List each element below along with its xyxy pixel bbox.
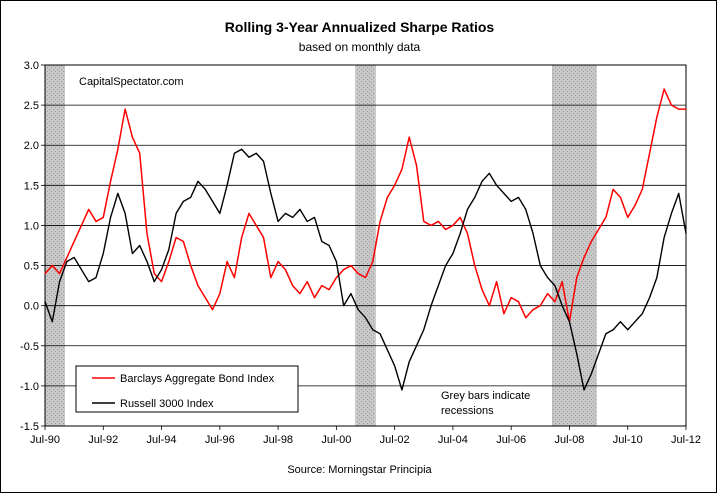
watermark-text: CapitalSpectator.com (79, 76, 184, 88)
x-tick-label-1: Jul-90 (30, 434, 60, 446)
recession-bar-1 (44, 64, 65, 427)
series-line-russell-3000 (44, 148, 687, 391)
y-tick-label-1: 3.0 (24, 60, 39, 72)
chart-title: Rolling 3-Year Annualized Sharpe Ratios (225, 19, 495, 35)
y-tick-label-8: -0.5 (20, 341, 39, 353)
y-tick-label-3: 2.0 (24, 140, 39, 152)
y-axis-ticks: 3.0 2.5 2.0 1.5 1.0 0.5 0.0 -0.5 -1.0 -1.5 (20, 60, 45, 433)
x-axis-ticks: Jul-90 Jul-92 Jul-94 Jul-96 Jul-98 Jul-00 Jul-… (30, 426, 701, 446)
y-tick-label-9: -1.0 (20, 381, 39, 393)
plot-area-frame (44, 64, 687, 427)
x-tick-label-5: Jul-98 (263, 434, 293, 446)
legend-label-russell: Russell 3000 Index (120, 398, 214, 410)
y-tick-label-6: 0.5 (24, 261, 39, 273)
x-tick-label-6: Jul-00 (321, 434, 351, 446)
x-tick-label-3: Jul-94 (147, 434, 177, 446)
legend-label-bond: Barclays Aggregate Bond Index (120, 373, 275, 385)
y-tick-label-7: 0.0 (24, 301, 39, 313)
x-tick-label-2: Jul-92 (88, 434, 118, 446)
x-tick-label-4: Jul-96 (205, 434, 235, 446)
x-tick-label-9: Jul-06 (496, 434, 526, 446)
series-layer (44, 88, 687, 391)
x-tick-label-7: Jul-02 (380, 434, 410, 446)
y-tick-label-5: 1.0 (24, 220, 39, 232)
x-tick-label-8: Jul-04 (438, 434, 468, 446)
recession-note-line-1: Grey bars indicate (441, 390, 530, 402)
series-line-bond-index (44, 88, 687, 323)
x-tick-label-11: Jul-10 (613, 434, 643, 446)
x-tick-label-12: Jul-12 (671, 434, 701, 446)
y-tick-label-10: -1.5 (20, 421, 39, 433)
legend: Barclays Aggregate Bond Index Russell 30… (75, 365, 299, 413)
recession-bar-2 (355, 64, 376, 427)
chart-subtitle: based on monthly data (299, 40, 421, 54)
source-note: Source: Morningstar Principia (287, 464, 432, 476)
legend-box (75, 365, 299, 413)
y-tick-label-2: 2.5 (24, 100, 39, 112)
y-tick-label-4: 1.5 (24, 180, 39, 192)
recession-note-line-2: recessions (441, 405, 494, 417)
x-tick-label-10: Jul-08 (554, 434, 584, 446)
